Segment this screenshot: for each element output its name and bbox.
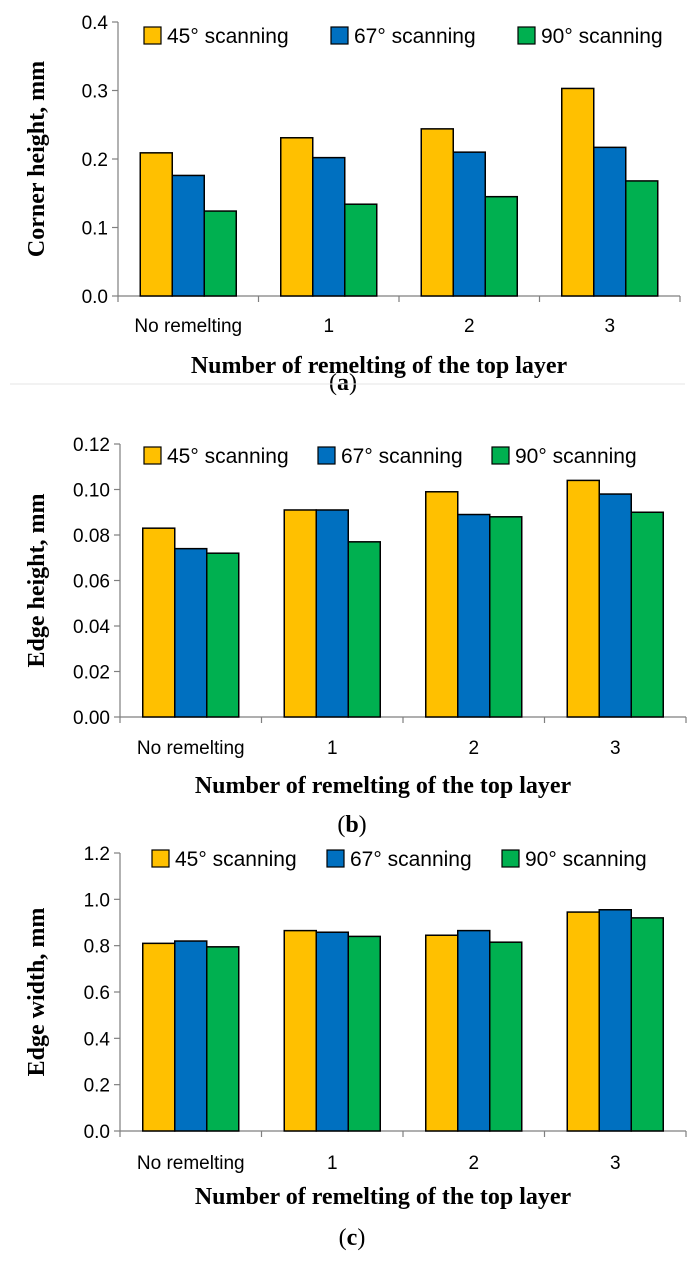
bar-67-0 xyxy=(171,174,205,297)
legend-label-1: 67° scanning xyxy=(350,848,472,871)
y-tick-label: 0.0 xyxy=(84,1122,110,1143)
legend-label-2: 90° scanning xyxy=(541,25,663,48)
bar-90-3 xyxy=(630,917,664,1132)
bar-45-2 xyxy=(425,491,459,718)
bar-45-3 xyxy=(566,911,600,1132)
y-axis-title: Corner height, mm xyxy=(24,61,50,257)
y-tick-label: 0.2 xyxy=(82,150,108,171)
bar-67-0 xyxy=(174,547,208,718)
bar-45-0 xyxy=(139,152,173,297)
x-axis-title: Number of remelting of the top layer xyxy=(191,353,568,379)
x-tick-label: 3 xyxy=(610,1153,621,1174)
legend-label-0: 45° scanning xyxy=(167,25,289,48)
y-tick-label: 0.04 xyxy=(73,617,110,638)
y-tick-label: 0.1 xyxy=(82,219,108,240)
bar-45-3 xyxy=(561,87,595,297)
caption-b: (b) xyxy=(337,812,366,838)
bar-90-1 xyxy=(344,203,378,297)
legend-label-1: 67° scanning xyxy=(354,25,476,48)
x-axis-title: Number of remelting of the top layer xyxy=(195,1184,572,1210)
legend-label-0: 45° scanning xyxy=(175,848,297,871)
bar-90-0 xyxy=(203,210,237,297)
y-tick-label: 0.12 xyxy=(73,435,110,456)
y-tick-label: 0.4 xyxy=(82,13,109,34)
legend-label-0: 45° scanning xyxy=(167,445,289,468)
bar-90-1 xyxy=(347,935,381,1132)
legend-swatch-1 xyxy=(326,849,345,868)
bar-45-3 xyxy=(566,479,600,718)
legend-swatch-0 xyxy=(151,849,170,868)
y-tick-label: 0.00 xyxy=(73,708,110,729)
caption-c: (c) xyxy=(339,1225,366,1251)
x-tick-label: 2 xyxy=(468,1153,479,1174)
x-axis-title: Number of remelting of the top layer xyxy=(195,773,572,799)
bar-67-0 xyxy=(174,940,208,1132)
bar-67-2 xyxy=(457,929,491,1132)
bar-90-3 xyxy=(625,180,659,297)
x-tick-label: 1 xyxy=(323,316,334,337)
x-tick-label: 1 xyxy=(327,738,338,759)
x-tick-label: 3 xyxy=(604,316,615,337)
bar-67-1 xyxy=(312,156,346,297)
bar-45-1 xyxy=(280,137,314,297)
legend-label-2: 90° scanning xyxy=(525,848,647,871)
x-tick-label: No remelting xyxy=(134,316,242,337)
chart-panel-b: 0.00 0.02 0.04 0.06 0.08 0.10 0.12 No remelting… xyxy=(24,435,687,799)
y-tick-label: 0.4 xyxy=(84,1029,111,1050)
caption-a: (a) xyxy=(329,370,357,396)
bar-67-2 xyxy=(452,151,486,297)
chart-panel-c: 0.0 0.2 0.4 0.6 0.8 1.0 1.2 No remelting 1 2 3 45° … xyxy=(24,844,687,1210)
y-tick-label: 0.02 xyxy=(73,663,110,684)
bar-90-2 xyxy=(484,195,518,297)
y-tick-label: 0.06 xyxy=(73,572,110,593)
legend-label-2: 90° scanning xyxy=(515,445,637,468)
x-tick-label: No remelting xyxy=(137,1153,245,1174)
y-axis-title: Edge height, mm xyxy=(24,493,50,667)
x-tick-label: 1 xyxy=(327,1153,338,1174)
bar-45-0 xyxy=(142,942,176,1132)
y-tick-label: 0.8 xyxy=(84,937,110,958)
bar-45-2 xyxy=(420,128,454,297)
bar-45-1 xyxy=(283,929,317,1132)
y-tick-label: 0.2 xyxy=(84,1076,110,1097)
y-tick-label: 1.2 xyxy=(84,844,110,865)
legend-swatch-0 xyxy=(143,446,162,465)
bar-90-0 xyxy=(206,552,240,718)
y-tick-label: 0.6 xyxy=(84,983,110,1004)
y-tick-label: 0.10 xyxy=(73,481,110,502)
bar-90-0 xyxy=(206,946,240,1132)
legend-swatch-1 xyxy=(317,446,336,465)
bar-90-1 xyxy=(347,541,381,718)
x-tick-label: 3 xyxy=(610,738,621,759)
y-tick-label: 1.0 xyxy=(84,890,110,911)
y-tick-label: 0.0 xyxy=(82,287,108,308)
bar-67-1 xyxy=(315,931,349,1132)
bar-90-2 xyxy=(489,516,523,718)
x-tick-label: 2 xyxy=(464,316,475,337)
bar-67-3 xyxy=(598,909,632,1132)
x-tick-label: 2 xyxy=(468,738,479,759)
bar-67-1 xyxy=(315,509,349,718)
legend-swatch-0 xyxy=(143,26,162,45)
legend-swatch-2 xyxy=(491,446,510,465)
y-tick-label: 0.08 xyxy=(73,526,110,547)
y-axis-title: Edge width, mm xyxy=(24,908,50,1077)
legend-swatch-1 xyxy=(330,26,349,45)
x-tick-label: No remelting xyxy=(137,738,245,759)
bar-67-3 xyxy=(593,146,627,297)
chart-panel-a: 0.0 0.1 0.2 0.3 0.4 No remelting 1 2 3 45° scanni… xyxy=(24,13,681,379)
bar-67-2 xyxy=(457,513,491,718)
bar-90-3 xyxy=(630,511,664,718)
legend-swatch-2 xyxy=(501,849,520,868)
legend-label-1: 67° scanning xyxy=(341,445,463,468)
y-tick-label: 0.3 xyxy=(82,82,108,103)
bar-45-0 xyxy=(142,527,176,718)
bar-67-3 xyxy=(598,493,632,718)
bar-90-2 xyxy=(489,941,523,1132)
bar-45-1 xyxy=(283,509,317,718)
bar-45-2 xyxy=(425,934,459,1132)
legend-swatch-2 xyxy=(517,26,536,45)
